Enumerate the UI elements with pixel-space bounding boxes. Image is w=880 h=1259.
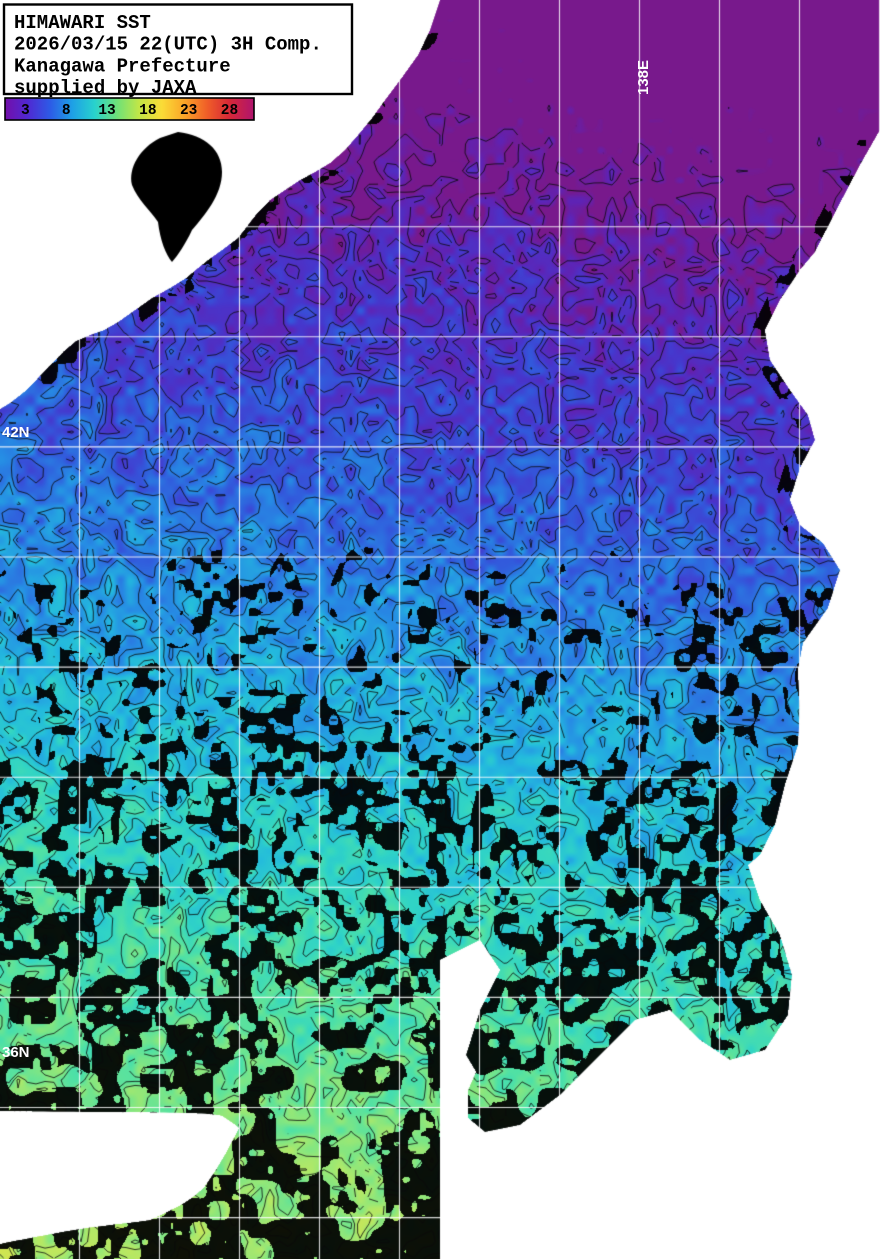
svg-text:138E: 138E bbox=[635, 60, 652, 95]
svg-text:36N: 36N bbox=[2, 1044, 30, 1061]
svg-text:42N: 42N bbox=[2, 424, 30, 441]
svg-text:18: 18 bbox=[139, 103, 156, 119]
svg-text:Kanagawa Prefecture: Kanagawa Prefecture bbox=[14, 55, 231, 77]
svg-text:28: 28 bbox=[221, 103, 238, 119]
svg-text:2026/03/15 22(UTC) 3H Comp.: 2026/03/15 22(UTC) 3H Comp. bbox=[14, 34, 322, 56]
svg-text:8: 8 bbox=[62, 103, 71, 119]
svg-text:23: 23 bbox=[180, 103, 197, 119]
svg-text:13: 13 bbox=[98, 103, 115, 119]
svg-text:HIMAWARI SST: HIMAWARI SST bbox=[14, 12, 151, 34]
svg-text:3: 3 bbox=[21, 103, 30, 119]
svg-text:supplied by JAXA: supplied by JAXA bbox=[14, 77, 197, 99]
